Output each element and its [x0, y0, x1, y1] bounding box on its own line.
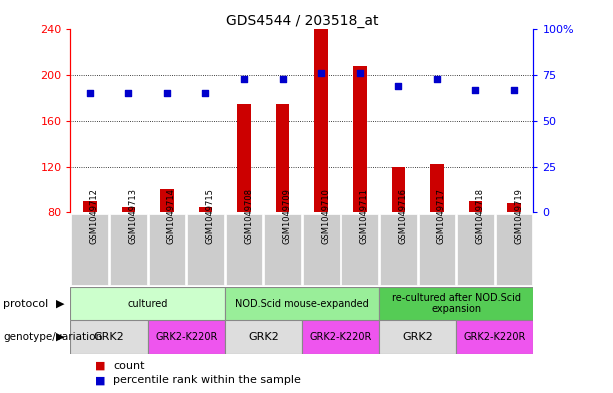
Text: percentile rank within the sample: percentile rank within the sample [113, 375, 301, 385]
Title: GDS4544 / 203518_at: GDS4544 / 203518_at [226, 15, 378, 28]
Bar [148, 214, 185, 285]
Point [162, 90, 172, 97]
Bar [199, 206, 212, 212]
Text: ■: ■ [95, 361, 105, 371]
Bar [70, 287, 225, 320]
Bar [225, 320, 302, 354]
Text: GRK2-K220R: GRK2-K220R [463, 332, 526, 342]
Bar [148, 320, 225, 354]
Text: GRK2: GRK2 [402, 332, 433, 342]
Bar [379, 287, 533, 320]
Bar [70, 320, 148, 354]
Bar [496, 214, 532, 285]
Bar [110, 214, 147, 285]
Text: GSM1049715: GSM1049715 [205, 188, 215, 244]
Text: GSM1049717: GSM1049717 [437, 188, 446, 244]
Text: GSM1049711: GSM1049711 [360, 188, 369, 244]
Bar [187, 214, 224, 285]
Bar [508, 203, 521, 212]
Bar [226, 214, 262, 285]
Text: GSM1049708: GSM1049708 [244, 188, 253, 244]
Bar [353, 66, 367, 212]
Bar [121, 206, 135, 212]
Bar [302, 320, 379, 354]
Point [471, 86, 481, 93]
Text: count: count [113, 361, 145, 371]
Text: NOD.Scid mouse-expanded: NOD.Scid mouse-expanded [235, 299, 369, 309]
Bar [392, 167, 405, 212]
Text: GRK2-K220R: GRK2-K220R [310, 332, 371, 342]
Bar [237, 104, 251, 212]
Point [355, 70, 365, 77]
Text: GRK2-K220R: GRK2-K220R [155, 332, 218, 342]
Text: GSM1049719: GSM1049719 [514, 188, 523, 244]
Bar [380, 214, 417, 285]
Bar [456, 320, 533, 354]
Text: GSM1049718: GSM1049718 [476, 188, 484, 244]
Point [200, 90, 210, 97]
Point [123, 90, 133, 97]
Point [85, 90, 94, 97]
Bar [379, 320, 456, 354]
Text: genotype/variation: genotype/variation [3, 332, 102, 342]
Text: GSM1049716: GSM1049716 [398, 188, 407, 244]
Text: ■: ■ [95, 375, 105, 385]
Text: GRK2: GRK2 [94, 332, 124, 342]
Bar [303, 214, 340, 285]
Point [394, 83, 403, 89]
Text: protocol: protocol [3, 299, 48, 309]
Bar [160, 189, 173, 212]
Text: GSM1049712: GSM1049712 [89, 188, 99, 244]
Bar [225, 287, 379, 320]
Point [509, 86, 519, 93]
Bar [314, 29, 328, 212]
Bar [419, 214, 455, 285]
Text: ▶: ▶ [56, 332, 64, 342]
Text: GSM1049713: GSM1049713 [128, 188, 137, 244]
Bar [430, 164, 444, 212]
Bar [469, 201, 482, 212]
Text: GSM1049714: GSM1049714 [167, 188, 176, 244]
Bar [341, 214, 378, 285]
Point [239, 76, 249, 82]
Bar [276, 104, 289, 212]
Text: re-cultured after NOD.Scid
expansion: re-cultured after NOD.Scid expansion [392, 293, 520, 314]
Bar [457, 214, 494, 285]
Point [316, 70, 326, 77]
Point [432, 76, 442, 82]
Bar [264, 214, 301, 285]
Text: cultured: cultured [128, 299, 168, 309]
Point [278, 76, 287, 82]
Bar [72, 214, 108, 285]
Text: GRK2: GRK2 [248, 332, 279, 342]
Text: GSM1049710: GSM1049710 [321, 188, 330, 244]
Text: GSM1049709: GSM1049709 [283, 188, 292, 244]
Bar [83, 201, 96, 212]
Text: ▶: ▶ [56, 299, 64, 309]
